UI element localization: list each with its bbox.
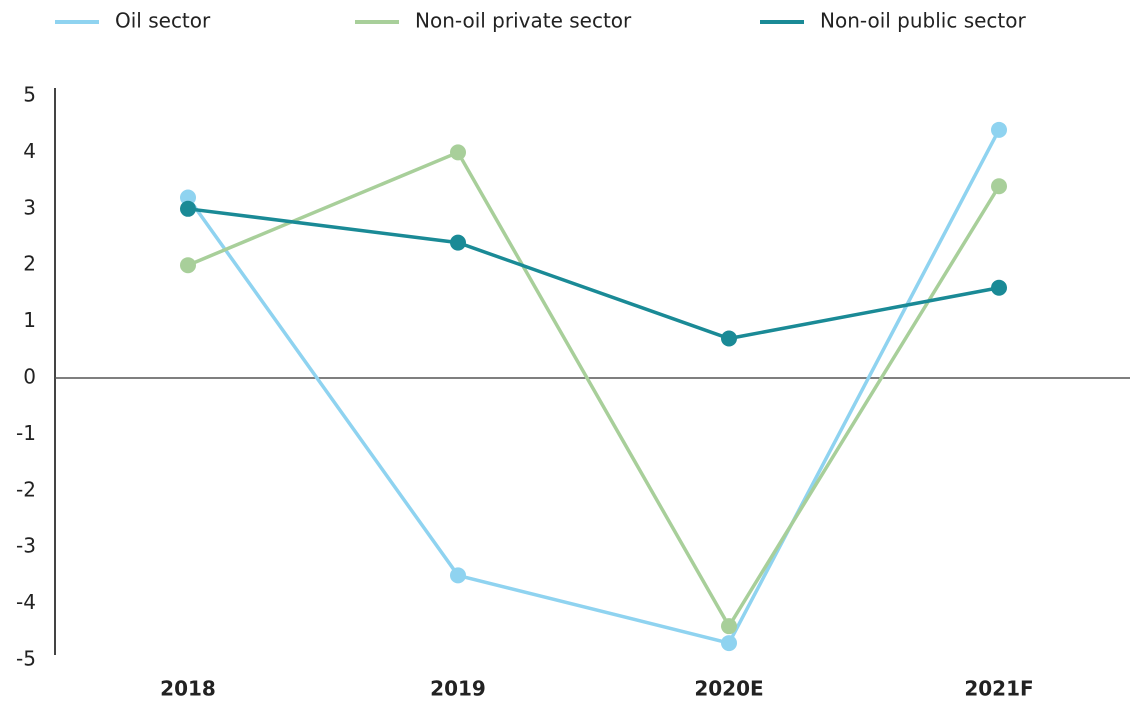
y-tick-label: -1 (16, 421, 36, 445)
y-tick-label: -4 (16, 590, 36, 614)
y-tick-label: 0 (23, 365, 36, 389)
data-point (991, 279, 1007, 296)
data-point (450, 234, 466, 251)
data-point (721, 618, 737, 635)
data-point (450, 144, 466, 161)
x-tick-label: 2021F (964, 677, 1033, 701)
y-tick-label: 5 (23, 83, 36, 107)
legend-label: Non-oil public sector (820, 9, 1027, 33)
x-tick-label: 2020E (694, 677, 763, 701)
series-line (187, 150, 1001, 630)
series-line (186, 129, 1001, 646)
x-tick-label: 2018 (160, 677, 216, 701)
y-tick-label: -5 (16, 647, 36, 671)
legend-label: Non-oil private sector (415, 9, 632, 33)
y-tick-label: -2 (16, 477, 36, 501)
data-point (721, 635, 737, 652)
data-point (721, 330, 737, 347)
data-point (180, 189, 196, 206)
data-point (991, 178, 1007, 195)
y-tick-label: -3 (16, 534, 36, 558)
series-line (187, 207, 1000, 341)
data-point (180, 200, 196, 217)
y-tick-label: 4 (23, 139, 36, 163)
data-point (991, 121, 1007, 138)
legend-label: Oil sector (115, 9, 211, 33)
y-tick-label: 3 (23, 195, 36, 219)
x-tick-label: 2019 (430, 677, 486, 701)
data-point (180, 257, 196, 274)
y-tick-label: 1 (23, 308, 36, 332)
y-tick-label: 2 (23, 252, 36, 276)
data-point (450, 567, 466, 584)
